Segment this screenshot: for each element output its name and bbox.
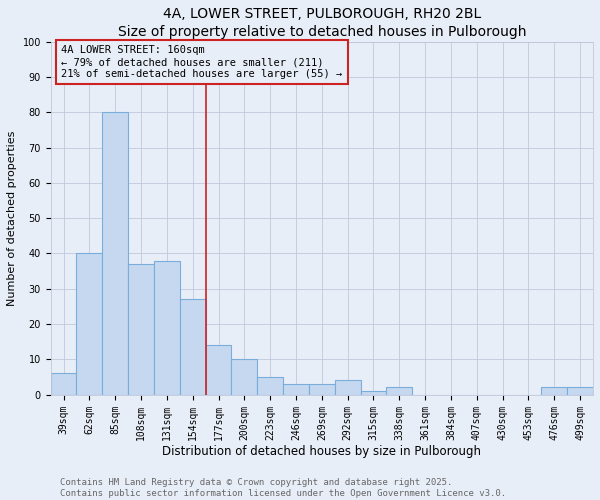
Bar xyxy=(386,388,412,394)
Bar xyxy=(283,384,309,394)
Bar xyxy=(257,377,283,394)
Text: Contains HM Land Registry data © Crown copyright and database right 2025.
Contai: Contains HM Land Registry data © Crown c… xyxy=(60,478,506,498)
Bar xyxy=(180,300,206,394)
Bar xyxy=(76,254,102,394)
Text: 4A LOWER STREET: 160sqm
← 79% of detached houses are smaller (211)
21% of semi-d: 4A LOWER STREET: 160sqm ← 79% of detache… xyxy=(61,46,343,78)
Bar xyxy=(567,388,593,394)
Bar xyxy=(335,380,361,394)
Title: 4A, LOWER STREET, PULBOROUGH, RH20 2BL
Size of property relative to detached hou: 4A, LOWER STREET, PULBOROUGH, RH20 2BL S… xyxy=(118,7,526,40)
Bar xyxy=(309,384,335,394)
Bar xyxy=(361,391,386,394)
Bar xyxy=(154,260,180,394)
Bar xyxy=(102,112,128,394)
Bar xyxy=(50,374,76,394)
Bar xyxy=(541,388,567,394)
Bar xyxy=(206,345,232,395)
Y-axis label: Number of detached properties: Number of detached properties xyxy=(7,130,17,306)
Bar xyxy=(128,264,154,394)
Bar xyxy=(232,360,257,394)
X-axis label: Distribution of detached houses by size in Pulborough: Distribution of detached houses by size … xyxy=(163,445,481,458)
